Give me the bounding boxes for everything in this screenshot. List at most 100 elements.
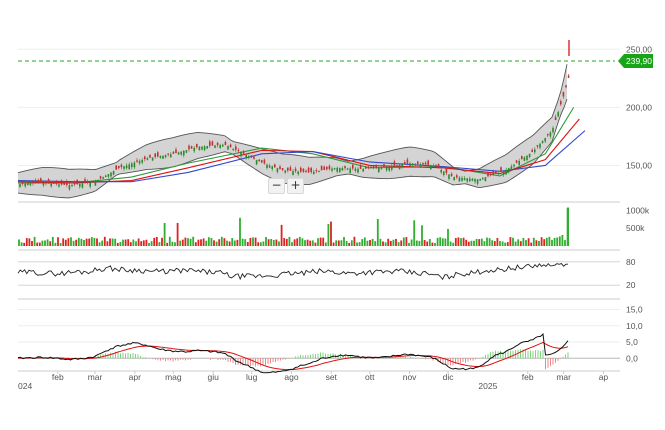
- volume-bar: [363, 237, 366, 246]
- candle-body: [196, 143, 198, 148]
- candle-body: [471, 178, 474, 181]
- macd-histogram-bar: [365, 358, 366, 359]
- macd-histogram-bar: [247, 358, 249, 365]
- volume-bar: [223, 238, 226, 246]
- volume-bar: [382, 241, 384, 246]
- volume-bar: [244, 239, 247, 246]
- volume-bar: [267, 239, 270, 246]
- volume-bar: [400, 240, 403, 246]
- volume-bar: [408, 242, 410, 246]
- macd-histogram-bar: [250, 358, 251, 366]
- candle-body: [159, 156, 162, 158]
- macd-histogram-bar: [525, 349, 526, 359]
- candle-body: [489, 174, 492, 176]
- candle-body: [193, 147, 195, 152]
- volume-bar: [187, 238, 189, 246]
- macd-histogram-bar: [440, 358, 441, 363]
- candle-body: [406, 159, 409, 164]
- candle-body: [331, 168, 333, 171]
- candle-body: [86, 181, 89, 183]
- macd-tick-label: 10,0: [626, 321, 643, 331]
- volume-bar: [283, 238, 286, 246]
- volume-bar: [103, 236, 106, 246]
- candle-body: [133, 162, 136, 168]
- candle-body: [102, 177, 104, 179]
- volume-bar: [155, 236, 158, 246]
- volume-bar: [280, 224, 283, 246]
- zoom-in-button[interactable]: +: [287, 178, 304, 194]
- candle-body: [222, 144, 224, 147]
- volume-bar: [340, 240, 343, 246]
- volume-bar: [350, 240, 353, 246]
- candle-body: [484, 177, 487, 181]
- volume-bar: [374, 241, 377, 246]
- x-axis-label: dic: [443, 372, 455, 382]
- macd-histogram-bar: [295, 356, 296, 359]
- macd-histogram-bar: [177, 358, 179, 361]
- candle-body: [164, 155, 167, 158]
- candle-body: [305, 170, 307, 173]
- macd-histogram-bar: [175, 358, 176, 361]
- candle-body: [141, 159, 143, 163]
- volume-bar: [83, 239, 85, 246]
- candle-body: [281, 167, 284, 171]
- candle-body: [188, 145, 190, 150]
- candle-body: [294, 168, 297, 172]
- volume-bar: [285, 238, 288, 246]
- macd-histogram-bar: [112, 353, 114, 359]
- current-price-marker: [618, 54, 653, 69]
- volume-bar: [148, 243, 150, 246]
- volume-bar: [239, 217, 241, 246]
- volume-bar: [543, 239, 546, 246]
- macd-histogram-bar: [520, 349, 521, 359]
- macd-histogram-bar: [382, 357, 384, 359]
- volume-bar: [387, 238, 390, 246]
- candle-body: [170, 154, 172, 158]
- macd-histogram-bar: [552, 358, 554, 365]
- candle-body: [424, 162, 427, 165]
- candle-body: [492, 171, 494, 175]
- volume-bar: [254, 237, 257, 246]
- volume-bar: [330, 221, 332, 246]
- volume-bar: [70, 237, 72, 246]
- macd-histogram-bar: [317, 353, 319, 359]
- candle-body: [430, 165, 432, 170]
- macd-histogram-bar: [222, 358, 224, 360]
- macd-histogram-bar: [477, 358, 479, 359]
- candle-body: [362, 168, 364, 172]
- volume-bar: [23, 242, 26, 246]
- candle-body: [227, 146, 229, 150]
- macd-histogram-bar: [425, 358, 426, 360]
- candle-body: [92, 180, 94, 183]
- macd-histogram-bar: [397, 357, 399, 359]
- candle-body: [237, 149, 240, 152]
- candle-body: [115, 165, 117, 170]
- volume-bar: [538, 240, 540, 246]
- candle-body: [45, 180, 47, 184]
- volume-bar: [567, 207, 569, 246]
- candle-body: [313, 171, 315, 175]
- volume-bar: [192, 236, 195, 246]
- volume-bar: [28, 238, 31, 246]
- macd-histogram-bar: [225, 358, 226, 361]
- candle-body: [365, 166, 367, 169]
- candle-body: [326, 166, 328, 170]
- volume-bar: [90, 237, 93, 246]
- volume-bar: [109, 238, 111, 246]
- volume-bar: [218, 239, 221, 246]
- zoom-out-button[interactable]: −: [268, 178, 285, 194]
- volume-bar: [106, 241, 109, 246]
- macd-histogram-bar: [540, 351, 541, 359]
- x-axis-label: feb: [52, 372, 64, 382]
- volume-bar: [457, 237, 460, 246]
- candle-body: [136, 160, 138, 162]
- candle-body: [211, 141, 214, 146]
- macd-tick-label: 5,0: [626, 337, 638, 347]
- candle-body: [292, 171, 294, 175]
- macd-line: [17, 332, 569, 374]
- volume-bar: [137, 238, 140, 246]
- macd-histogram-bar: [400, 357, 401, 359]
- macd-histogram-bar: [115, 351, 116, 359]
- macd-histogram-bar: [170, 358, 171, 361]
